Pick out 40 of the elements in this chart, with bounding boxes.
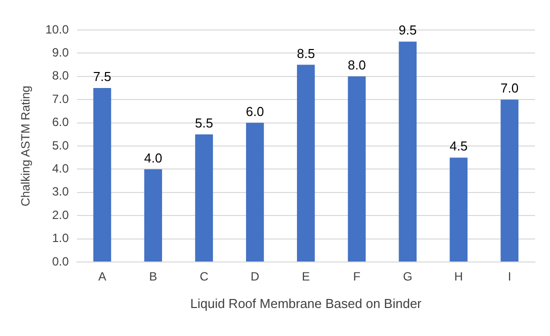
bar [500,100,518,262]
y-tick-label: 6.0 [52,115,70,130]
data-label: 5.5 [195,115,214,130]
y-tick-label: 1.0 [52,231,70,246]
data-label: 8.0 [348,57,366,72]
x-tick-label: D [250,270,260,284]
bar [144,169,162,262]
data-label: 4.0 [144,150,162,166]
x-axis-title: Liquid Roof Membrane Based on Binder [190,296,422,311]
bar [348,76,366,262]
y-tick-label: 7.0 [52,92,70,106]
y-tick-label: 9.0 [52,46,70,60]
x-tick-label: E [302,270,310,284]
x-tick-label: B [149,270,158,284]
data-label: 7.5 [93,69,112,84]
y-tick-label: 10.0 [45,22,70,36]
bar [195,134,213,262]
y-tick-label: 8.0 [52,68,70,83]
y-tick-label: 5.0 [52,138,70,152]
bar [93,88,112,262]
x-tick-label: C [200,270,209,284]
x-tick-label: H [454,270,463,284]
bar [246,122,264,262]
x-tick-label: A [98,270,106,284]
data-label: 8.5 [296,46,315,61]
bar [296,64,315,262]
y-tick-label: 0.0 [52,254,70,268]
x-tick-label: F [353,270,360,284]
data-label: 4.5 [450,138,468,154]
y-tick-label: 4.0 [52,162,70,176]
bar [450,158,468,262]
data-label: 6.0 [246,104,264,119]
y-axis-title: Chalking ASTM Rating [18,86,33,206]
y-tick-label: 2.0 [52,208,70,222]
bar [398,42,417,262]
y-tick-label: 3.0 [52,184,70,199]
data-label: 9.5 [398,22,417,38]
data-label: 7.0 [500,80,519,96]
x-tick-label: G [403,270,412,284]
x-tick-label: I [508,270,512,284]
